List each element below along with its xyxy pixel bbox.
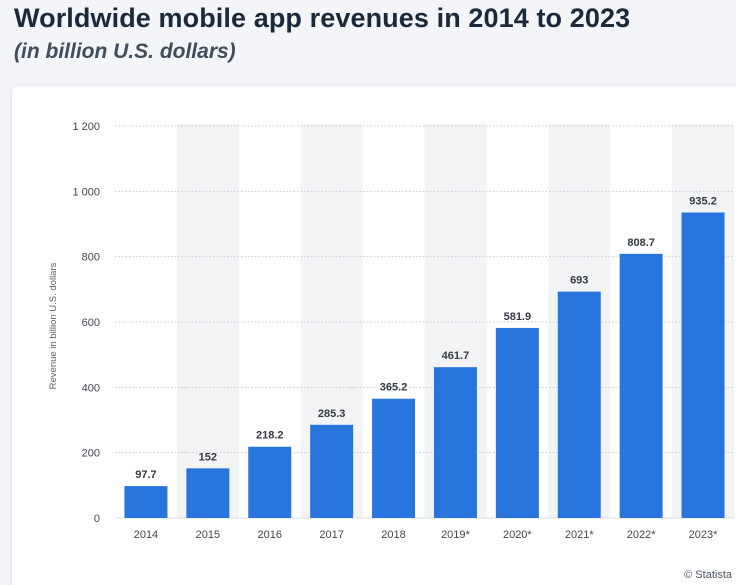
statista-credit[interactable]: © Statista xyxy=(684,569,732,581)
bar-value-label: 808.7 xyxy=(627,237,655,249)
bar-value-label: 365.2 xyxy=(380,382,408,394)
x-tick-label: 2016 xyxy=(258,529,282,541)
x-tick-label: 2019* xyxy=(441,529,470,541)
bar xyxy=(433,367,477,518)
x-tick-label: 2014 xyxy=(134,529,158,541)
bar-value-label: 935.2 xyxy=(689,196,717,208)
bar-value-label: 152 xyxy=(199,451,217,463)
y-tick-label: 400 xyxy=(82,382,100,394)
chart-card: 0 200 400 600 800 1 000 1 200 Revenue in billio… xyxy=(12,86,736,585)
y-tick-label: 600 xyxy=(82,317,100,329)
x-tick-label: 2023* xyxy=(689,529,718,541)
x-tick-label: 2017 xyxy=(319,529,343,541)
bar-value-label: 97.7 xyxy=(135,469,156,481)
bar xyxy=(619,253,663,519)
bar xyxy=(310,424,354,518)
y-tick-label: 0 xyxy=(94,513,100,525)
bar xyxy=(248,446,292,518)
x-tick-label: 2021* xyxy=(565,529,594,541)
chart-title: Worldwide mobile app revenues in 2014 to… xyxy=(14,3,631,33)
bar-value-label: 581.9 xyxy=(504,311,532,323)
bar-value-label: 218.2 xyxy=(256,430,284,442)
y-axis-title: Revenue in billion U.S. dollars xyxy=(48,262,59,389)
bar-value-label: 285.3 xyxy=(318,408,346,420)
x-tick-label: 2015 xyxy=(196,529,220,541)
y-tick-label: 200 xyxy=(82,448,100,460)
x-tick-label: 2020* xyxy=(503,529,532,541)
chart-subtitle: (in billion U.S. dollars) xyxy=(14,40,236,63)
bar-value-label: 461.7 xyxy=(442,350,470,362)
x-tick-label: 2022* xyxy=(627,529,656,541)
bar xyxy=(186,468,230,518)
x-tick-label: 2018 xyxy=(381,529,405,541)
y-tick-label: 1 000 xyxy=(72,186,100,198)
bar xyxy=(557,291,601,518)
bar xyxy=(681,212,725,518)
bar-value-label: 693 xyxy=(570,275,588,287)
y-tick-label: 1 200 xyxy=(72,121,100,133)
bar xyxy=(495,327,539,518)
bar xyxy=(372,398,416,518)
y-tick-label: 800 xyxy=(82,252,100,264)
bar-chart: 0 200 400 600 800 1 000 1 200 Revenue in billio… xyxy=(48,121,734,541)
bar xyxy=(124,486,168,518)
